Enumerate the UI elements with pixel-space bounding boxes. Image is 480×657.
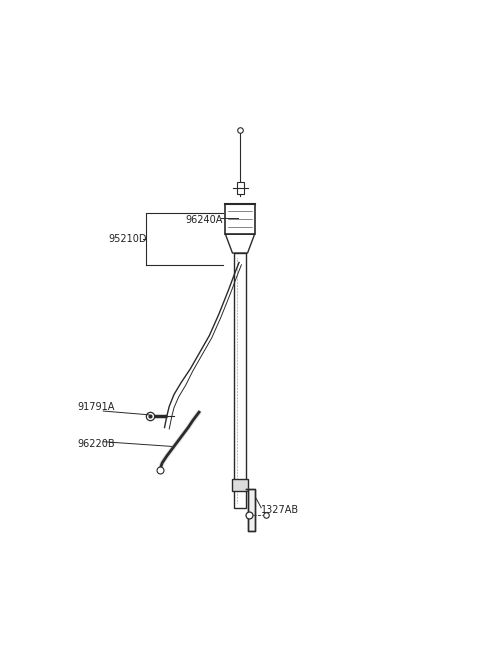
Text: 95210D: 95210D [108,234,146,244]
Text: 96220B: 96220B [77,440,115,449]
Text: 91791A: 91791A [77,401,115,411]
Text: 96240A: 96240A [186,215,223,225]
Polygon shape [246,489,255,532]
Text: 1327AB: 1327AB [261,505,300,515]
Bar [226,204,254,234]
Bar [232,480,249,491]
Bar [237,182,244,194]
Bar [234,253,246,508]
